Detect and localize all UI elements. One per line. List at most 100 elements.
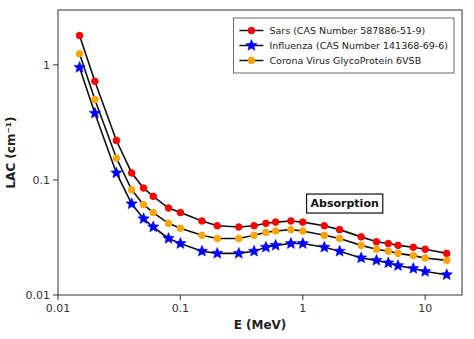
point [150, 209, 157, 216]
x-tick-label: 1 [299, 302, 306, 315]
point [251, 232, 258, 239]
annotation-text: Absorption [311, 197, 379, 210]
x-axis-label: E (MeV) [234, 318, 287, 332]
x-tick-label: 10 [418, 302, 432, 315]
point [74, 61, 85, 72]
point [165, 220, 172, 227]
x-tick [180, 295, 181, 300]
plot-frame [58, 10, 462, 295]
point [410, 252, 417, 259]
point [212, 247, 223, 258]
point [214, 235, 221, 242]
point [395, 242, 402, 249]
point [263, 220, 270, 227]
point [334, 245, 345, 256]
point [395, 250, 402, 257]
point [248, 245, 259, 256]
point [138, 213, 149, 224]
point [199, 218, 206, 225]
point [355, 252, 366, 263]
point [272, 219, 279, 226]
point [336, 235, 343, 242]
point [111, 167, 122, 178]
point [358, 234, 365, 241]
point [128, 187, 135, 194]
series-line [80, 67, 447, 274]
point [163, 232, 174, 243]
point [385, 248, 392, 255]
x-tick-label: 0.01 [46, 302, 71, 315]
point [383, 257, 394, 268]
point [443, 250, 450, 257]
point [373, 246, 380, 253]
point [140, 185, 147, 192]
legend-marker [246, 40, 257, 51]
point [233, 247, 244, 258]
point [113, 137, 120, 144]
y-tick-label: 0.01 [26, 289, 51, 302]
x-tick-label: 0.1 [172, 302, 190, 315]
point [76, 32, 83, 39]
point [150, 193, 157, 200]
point [199, 232, 206, 239]
point [410, 244, 417, 251]
point [92, 78, 99, 85]
x-tick [58, 295, 59, 300]
point [441, 269, 452, 280]
point [299, 228, 306, 235]
point [392, 260, 403, 271]
y-tick [53, 64, 58, 65]
point [422, 246, 429, 253]
point [113, 155, 120, 162]
point [235, 235, 242, 242]
series-line [80, 54, 447, 261]
point [214, 222, 221, 229]
point [263, 229, 270, 236]
point [177, 225, 184, 232]
legend-marker [248, 57, 255, 64]
point [297, 238, 308, 249]
point [165, 205, 172, 212]
point [321, 222, 328, 229]
point [422, 255, 429, 262]
point [148, 221, 159, 232]
x-tick [302, 295, 303, 300]
point [272, 228, 279, 235]
point [128, 170, 135, 177]
point [260, 241, 271, 252]
point [321, 232, 328, 239]
point [251, 222, 258, 229]
point [126, 198, 137, 209]
point [358, 242, 365, 249]
legend-frame [233, 18, 454, 73]
annotation-box [307, 194, 383, 213]
point [270, 239, 281, 250]
point [175, 238, 186, 249]
point [443, 257, 450, 264]
y-axis-label: LAC (cm⁻¹) [4, 116, 18, 188]
point [140, 201, 147, 208]
point [177, 209, 184, 216]
point [373, 238, 380, 245]
point [76, 50, 83, 57]
point [196, 245, 207, 256]
y-tick-label: 0.1 [33, 174, 51, 187]
legend-label: Corona Virus GlycoProtein 6VSB [269, 55, 421, 66]
point [89, 107, 100, 118]
legend-label: Influenza (CAS Number 141368-69-6) [269, 40, 448, 51]
point [419, 266, 430, 277]
legend-label: Sars (CAS Number 587886-51-9) [269, 25, 425, 36]
point [336, 226, 343, 233]
y-tick-label: 1 [43, 59, 50, 72]
legend-marker [248, 27, 255, 34]
point [319, 241, 330, 252]
point [408, 262, 419, 273]
point [299, 219, 306, 226]
point [92, 96, 99, 103]
point [288, 226, 295, 233]
point [288, 218, 295, 225]
y-tick [53, 179, 58, 180]
x-tick [425, 295, 426, 300]
y-tick [53, 295, 58, 296]
point [385, 240, 392, 247]
